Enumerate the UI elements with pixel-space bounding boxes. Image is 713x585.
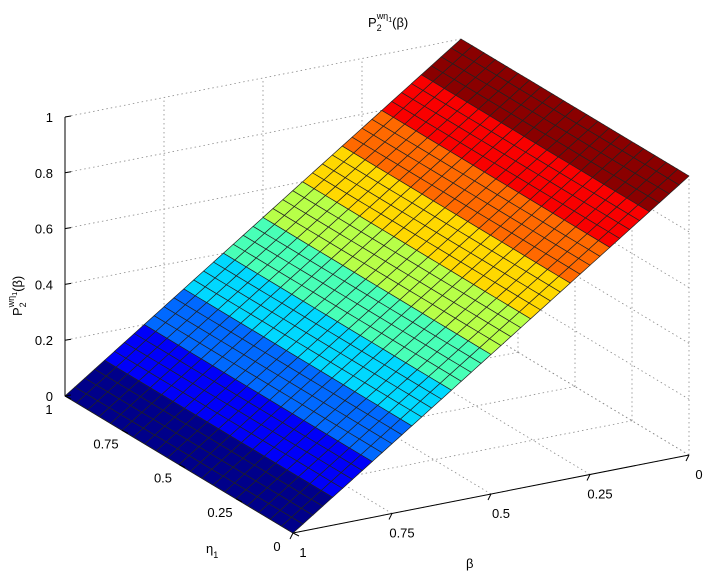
- x-tick-label: 1: [299, 545, 306, 560]
- z-tick-label: 0.4: [35, 277, 53, 292]
- x-tick: [388, 513, 393, 520]
- z-tick-label: 0.2: [35, 333, 53, 348]
- x-tick: [586, 474, 591, 481]
- z-tick-label: 0.8: [35, 166, 53, 181]
- y-tick: [292, 532, 300, 537]
- y-tick-label: 0.5: [154, 471, 172, 486]
- y-tick: [235, 498, 243, 503]
- z-tick: [64, 338, 72, 341]
- z-tick: [64, 227, 72, 230]
- x-tick-label: 0.5: [492, 506, 510, 521]
- x-axis-label: β: [466, 556, 473, 571]
- y-tick-label: 0.25: [207, 505, 232, 520]
- z-tick-label: 1: [46, 110, 53, 125]
- y-tick: [178, 464, 186, 468]
- y-tick: [121, 429, 129, 434]
- x-tick-label: 0.25: [587, 487, 612, 502]
- z-tick-label: 0.6: [35, 222, 53, 237]
- y-tick-label: 1: [45, 402, 52, 417]
- z-tick: [64, 115, 72, 118]
- z-tick: [64, 394, 72, 397]
- labels-layer: P2wη1(β) P2wη1(β) β η1: [6, 11, 473, 571]
- y-tick: [64, 395, 72, 400]
- y-tick-label: 0: [273, 539, 280, 554]
- z-axis-label: P2wη1(β): [6, 276, 28, 316]
- x-tick: [289, 532, 294, 540]
- x-tick-label: 0: [695, 467, 702, 482]
- x-tick: [685, 454, 690, 462]
- surface-layer: [64, 38, 690, 534]
- x-tick-label: 0.75: [389, 526, 414, 541]
- z-tick: [64, 282, 72, 285]
- chart-title: P2wη1(β): [368, 11, 408, 33]
- z-tick-label: 0: [46, 389, 53, 404]
- y-tick-label: 0.75: [93, 436, 118, 451]
- x-tick: [487, 493, 492, 501]
- z-tick: [64, 171, 72, 174]
- y-axis-label: η1: [206, 541, 218, 560]
